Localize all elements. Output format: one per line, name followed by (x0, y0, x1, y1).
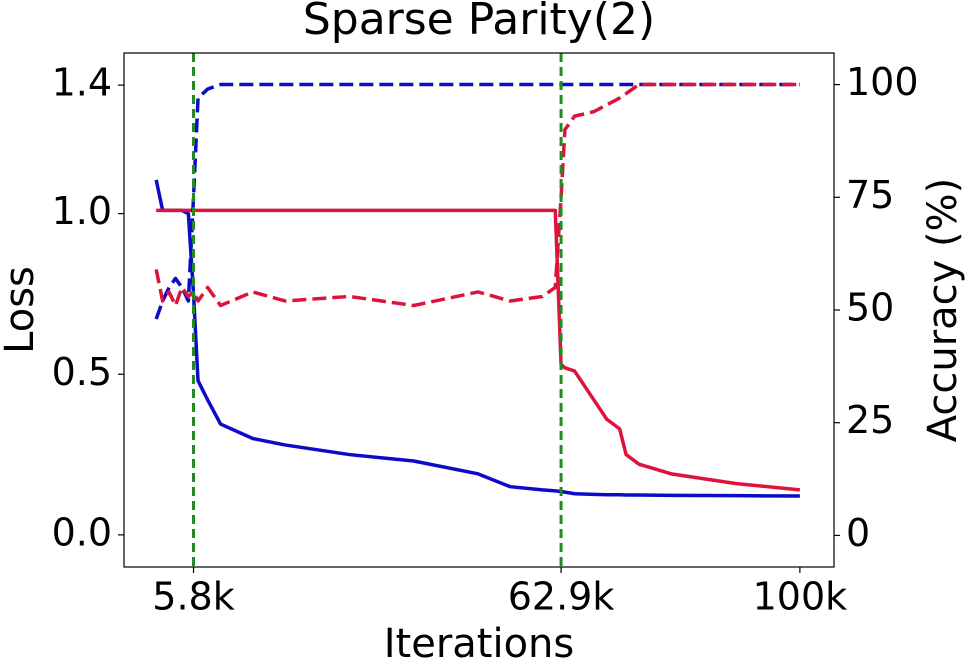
series-line (154, 82, 800, 308)
plot-frame (123, 52, 835, 568)
y-axis-label: Loss (0, 266, 43, 354)
series-line (154, 179, 800, 498)
x-axis-label: Iterations (384, 621, 575, 667)
y2-tick-label: 0 (846, 511, 870, 555)
series-line (156, 208, 801, 492)
y2-tick-label: 50 (846, 286, 894, 330)
series-line (154, 82, 800, 320)
y2-tick-label: 100 (846, 60, 919, 104)
y-tick-label: 1.0 (52, 189, 112, 233)
y2-axis-label: Accuracy (%) (920, 178, 966, 443)
x-tick-label: 62.9k (508, 575, 615, 619)
y-tick-label: 1.4 (52, 61, 112, 105)
y-tick-label: 0.5 (52, 350, 112, 394)
y-tick-label: 0.0 (52, 510, 112, 554)
chart-title: Sparse Parity(2) (303, 0, 655, 45)
x-tick-label: 5.8k (152, 575, 234, 619)
y2-tick-label: 25 (846, 398, 894, 442)
y2-tick-label: 75 (846, 173, 894, 217)
x-tick-label: 100k (753, 575, 848, 619)
